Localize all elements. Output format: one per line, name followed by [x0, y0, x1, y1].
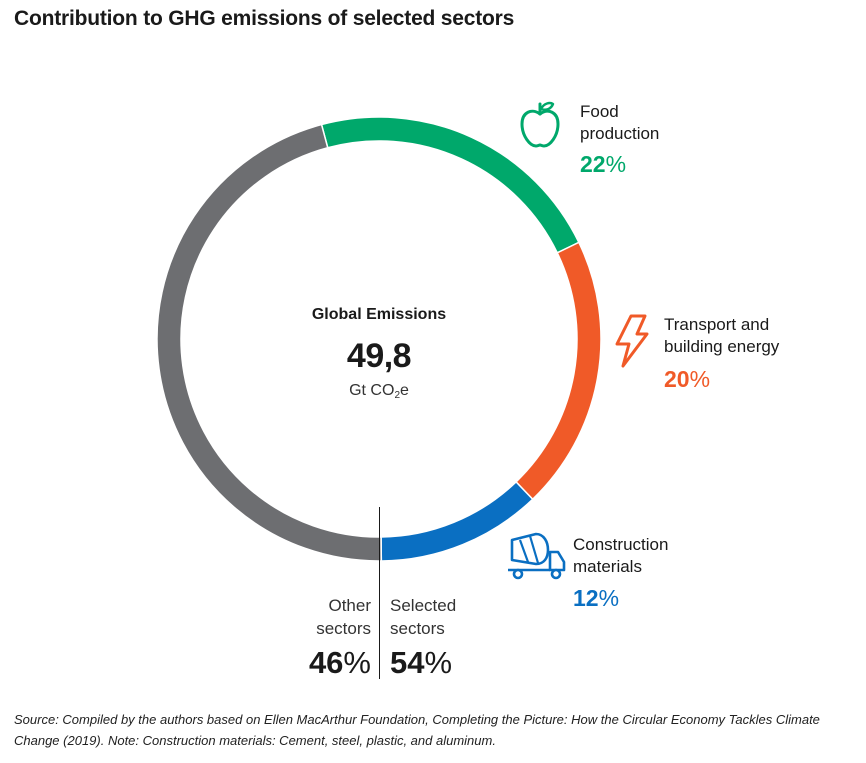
construction-percent-number: 12	[573, 585, 599, 611]
center-title: Global Emissions	[311, 306, 447, 323]
food-label-line2: production	[580, 124, 660, 143]
selected-sectors-percent-number: 54	[390, 645, 425, 680]
transport-percent-number: 20	[664, 366, 690, 392]
other-sectors-line1: Other	[328, 596, 371, 615]
food-percent-sign: %	[605, 151, 627, 177]
donut-chart	[156, 116, 602, 562]
center-unit-tail: e	[400, 382, 409, 399]
selected-sectors-line1: Selected	[390, 596, 457, 615]
food-percent-number: 22	[580, 151, 606, 177]
apple-icon	[520, 101, 560, 148]
construction-label: Construction materials	[573, 534, 668, 578]
center-unit: Gt CO2e	[279, 382, 479, 401]
center-unit-main: Gt CO	[349, 382, 395, 399]
source-note: Source: Compiled by the authors based on…	[14, 712, 820, 748]
transport-label-line2: building energy	[664, 337, 780, 356]
other-sectors-percent-number: 46	[308, 645, 344, 680]
construction-percent: 12%	[573, 585, 619, 612]
construction-label-line1: Construction	[573, 535, 669, 554]
food-label-line1: Food	[580, 102, 619, 121]
other-sectors-percent-sign: %	[343, 645, 371, 680]
food-label: Food production	[580, 101, 659, 145]
selected-sectors-percent-sign: %	[424, 645, 453, 680]
selected-sectors-label: Selected sectors	[390, 594, 456, 640]
transport-label: Transport and building energy	[664, 314, 779, 358]
chart-title: Contribution to GHG emissions of selecte…	[14, 7, 515, 30]
selected-sectors-percent: 54%	[390, 645, 452, 681]
donut-slices	[156, 116, 602, 562]
other-sectors-label: Other sectors	[316, 594, 371, 640]
construction-label-line2: materials	[573, 557, 642, 576]
center-value: 49,8	[346, 337, 412, 375]
center-unit-sub: 2	[394, 390, 400, 401]
transport-percent-sign: %	[689, 366, 711, 392]
food-percent: 22%	[580, 151, 626, 178]
cement-mixer-icon	[508, 532, 566, 580]
construction-percent-sign: %	[598, 585, 620, 611]
other-sectors-line2: sectors	[316, 619, 371, 638]
other-sectors-percent: 46%	[309, 645, 371, 681]
selected-sectors-line2: sectors	[390, 619, 445, 638]
split-divider	[379, 507, 380, 679]
donut-slice-other-sectors	[156, 123, 383, 562]
lightning-icon	[615, 314, 649, 368]
transport-label-line1: Transport and	[664, 315, 770, 334]
transport-percent: 20%	[664, 366, 710, 393]
donut-slice-transport-and-building-energy	[514, 241, 602, 501]
